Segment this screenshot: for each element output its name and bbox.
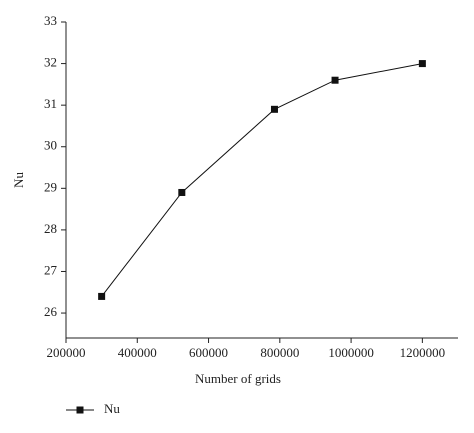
legend-marker: [76, 406, 84, 414]
x-tick-label: 400000: [118, 345, 157, 360]
point-marker: [418, 60, 426, 68]
x-tick-label: 600000: [189, 345, 228, 360]
point-marker: [331, 76, 339, 84]
point-marker: [270, 105, 278, 113]
legend-label: Nu: [104, 401, 120, 416]
y-tick-label: 31: [44, 96, 57, 111]
x-tick-label: 200000: [47, 345, 86, 360]
x-axis-label: Number of grids: [195, 371, 281, 386]
y-tick-label: 29: [44, 179, 57, 194]
x-tick-label: 1000000: [328, 345, 374, 360]
y-tick-label: 30: [44, 138, 57, 153]
x-tick-label: 800000: [260, 345, 299, 360]
y-tick-label: 32: [44, 55, 57, 70]
y-tick-label: 26: [44, 304, 58, 319]
point-marker: [178, 188, 186, 196]
y-tick-label: 27: [44, 262, 58, 277]
y-tick-label: 28: [44, 221, 57, 236]
y-tick-label: 33: [44, 13, 57, 28]
y-axis-label: Nu: [11, 172, 26, 188]
point-marker: [98, 292, 106, 300]
series-line: [101, 63, 423, 297]
x-tick-label: 1200000: [400, 345, 446, 360]
